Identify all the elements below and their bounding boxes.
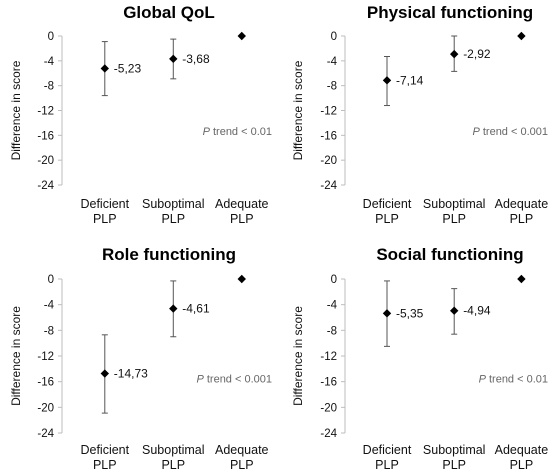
data-label: -14,73 — [114, 367, 148, 381]
y-tick-label: -4 — [44, 56, 55, 68]
chart-panel: Social functioning 0 -4 -8 -12 -16 -20 -24 Diffe… — [291, 245, 548, 472]
data-point-marker — [169, 304, 178, 313]
data-point-marker — [517, 274, 526, 284]
x-category-label: Deficient PLP — [80, 443, 129, 472]
data-label: -5,35 — [396, 306, 424, 320]
x-category-label: Adequate PLP — [495, 197, 549, 226]
p-trend-annotation: P trend < 0.001 — [196, 373, 272, 385]
data-label: -4,94 — [463, 304, 491, 318]
data-label: -5,23 — [114, 61, 142, 75]
x-category-label: Deficient PLP — [363, 443, 412, 472]
p-trend-annotation: P trend < 0.01 — [479, 373, 548, 385]
data-point-marker — [382, 309, 392, 318]
chart-title: Social functioning — [376, 245, 523, 264]
x-category-label: Suboptimal PLP — [423, 197, 486, 226]
y-axis-label: Difference in score — [9, 60, 23, 160]
x-category-label: Adequate PLP — [215, 197, 269, 226]
y-tick-label: 0 — [331, 274, 337, 286]
x-category-label: Suboptimal PLP — [142, 443, 205, 472]
data-point-marker — [169, 54, 178, 64]
y-tick-label: -12 — [320, 351, 337, 363]
y-tick-label: 0 — [331, 31, 337, 43]
y-tick-label: -4 — [44, 300, 55, 312]
y-tick-label: -24 — [37, 428, 54, 440]
data-point-marker — [100, 64, 109, 73]
y-axis-label: Difference in score — [291, 306, 305, 406]
y-tick-label: -16 — [320, 130, 337, 142]
chart-panel: Physical functioning 0 -4 -8 -12 -16 -20 -24 Dif… — [291, 3, 548, 226]
y-tick-label: -20 — [320, 155, 337, 167]
chart-panel: Role functioning 0 -4 -8 -12 -16 -20 -24 Differe… — [9, 245, 272, 472]
data-label: -7,14 — [396, 73, 424, 87]
y-tick-label: -4 — [327, 300, 338, 312]
y-tick-label: -4 — [327, 56, 338, 68]
y-tick-label: -20 — [320, 402, 337, 414]
x-category-label: Suboptimal PLP — [142, 197, 205, 226]
y-tick-label: 0 — [48, 274, 54, 286]
y-tick-label: -12 — [37, 351, 54, 363]
chart-title: Global QoL — [123, 3, 215, 22]
x-category-label: Deficient PLP — [80, 197, 129, 226]
data-point-marker — [237, 274, 246, 284]
y-tick-label: -8 — [327, 325, 337, 337]
data-point-marker — [237, 31, 246, 41]
p-trend-annotation: P trend < 0.01 — [203, 126, 272, 138]
y-tick-label: -12 — [320, 106, 337, 118]
y-tick-label: -20 — [37, 402, 54, 414]
y-tick-label: -16 — [37, 377, 54, 389]
y-tick-label: -24 — [320, 180, 337, 192]
chart-title: Physical functioning — [367, 3, 533, 22]
y-tick-label: -24 — [320, 428, 337, 440]
x-category-label: Adequate PLP — [215, 443, 269, 472]
y-tick-label: -20 — [37, 155, 54, 167]
data-point-marker — [382, 76, 392, 85]
y-tick-label: -24 — [37, 180, 54, 192]
y-tick-label: -8 — [327, 81, 337, 93]
y-tick-label: -8 — [44, 81, 54, 93]
p-trend-annotation: P trend < 0.001 — [472, 126, 548, 138]
y-axis-label: Difference in score — [9, 306, 23, 406]
x-category-label: Deficient PLP — [363, 197, 412, 226]
data-point-marker — [517, 31, 526, 41]
data-point-marker — [450, 306, 459, 315]
data-label: -3,68 — [182, 52, 210, 66]
x-category-label: Adequate PLP — [495, 443, 549, 472]
data-point-marker — [100, 369, 109, 378]
y-axis-label: Difference in score — [291, 60, 305, 160]
y-tick-label: -12 — [37, 106, 54, 118]
y-tick-label: -16 — [37, 130, 54, 142]
y-tick-label: 0 — [48, 31, 54, 43]
chart-panel: Global QoL 0 -4 -8 -12 -16 -20 -24 Difference in… — [9, 3, 272, 226]
y-tick-label: -8 — [44, 325, 54, 337]
data-point-marker — [450, 49, 459, 59]
x-category-label: Suboptimal PLP — [423, 443, 486, 472]
data-label: -4,61 — [182, 302, 210, 316]
data-label: -2,92 — [463, 47, 491, 61]
chart-title: Role functioning — [102, 245, 236, 264]
y-tick-label: -16 — [320, 377, 337, 389]
